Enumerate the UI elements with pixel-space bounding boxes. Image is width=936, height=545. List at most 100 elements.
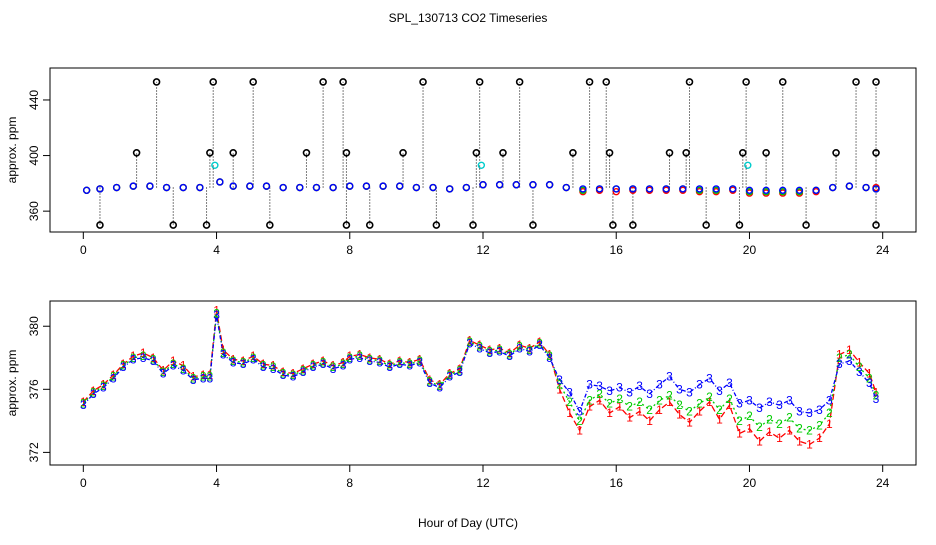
bottom-point-series-3: 3 (536, 338, 543, 352)
bottom-point-series-2: 2 (586, 393, 593, 407)
bottom-point-series-2: 2 (826, 406, 833, 420)
top-x-tick-label: 24 (876, 243, 890, 257)
bottom-point-series-1: 1 (596, 393, 603, 407)
bottom-point-series-1: 1 (366, 351, 373, 365)
bottom-point-series-3: 3 (676, 382, 683, 396)
top-point-series-3 (779, 186, 787, 195)
bottom-point-series-1: 1 (736, 426, 743, 440)
bottom-point-series-3: 3 (80, 398, 87, 412)
bottom-point-series-1: 1 (546, 348, 553, 362)
bottom-point-series-1: 1 (666, 395, 673, 409)
top-point-series-3 (429, 183, 437, 192)
flag-point (762, 148, 770, 157)
top-point-series-cyan (744, 161, 752, 169)
flag-point (735, 221, 744, 229)
bottom-point-series-3: 3 (666, 370, 673, 384)
bottom-point-series-1: 1 (213, 303, 220, 317)
bottom-point-series-1: 1 (766, 425, 773, 439)
top-y-axis: 360 400 440 (27, 90, 51, 221)
bottom-point-series-1: 1 (346, 349, 353, 363)
bottom-point-series-2: 2 (476, 340, 483, 354)
flag-point (605, 148, 614, 157)
top-point-series-3 (729, 185, 737, 193)
top-panel-frame (49, 67, 917, 233)
top-panel: 0 4 8 12 16 20 24 360 400 440 approx. ppm (5, 67, 917, 257)
top-point-series-3 (529, 181, 537, 189)
flag-point (209, 78, 218, 86)
bottom-point-series-2: 2 (466, 335, 473, 349)
bottom-line-series-1 (82, 310, 877, 446)
bottom-point-series-1: 1 (160, 363, 167, 377)
bottom-point-series-3: 3 (586, 378, 593, 392)
top-point-series-3 (679, 185, 687, 193)
bottom-point-series-2: 2 (456, 363, 463, 377)
bottom-point-series-1: 1 (356, 348, 363, 362)
top-point-series-3 (279, 183, 287, 192)
bottom-point-series-1: 1 (476, 338, 483, 352)
bottom-point-series-3: 3 (406, 359, 413, 373)
top-point-series-3 (229, 182, 237, 190)
bottom-point-series-2: 2 (736, 414, 743, 428)
bottom-point-series-2: 2 (546, 349, 553, 363)
bottom-point-series-2: 2 (346, 351, 353, 365)
top-point-series-3 (179, 183, 187, 192)
bottom-point-series-2: 2 (260, 359, 267, 373)
bottom-point-series-1: 1 (406, 356, 413, 370)
bottom-point-series-3: 3 (706, 371, 713, 385)
bottom-point-series-1: 1 (240, 354, 247, 368)
top-flag-lines (99, 81, 877, 226)
bottom-point-series-3: 3 (396, 357, 403, 371)
flag-point (685, 78, 694, 86)
bottom-point-series-3: 3 (456, 365, 463, 379)
bottom-point-series-3: 3 (180, 363, 187, 377)
bottom-point-series-3: 3 (496, 344, 503, 358)
bottom-point-series-3: 3 (806, 406, 813, 420)
bottom-point-series-2: 2 (200, 370, 207, 384)
bottom-x-tick-label: 24 (876, 476, 890, 490)
bottom-point-series-2: 2 (270, 360, 277, 374)
bottom-point-series-1: 1 (746, 422, 753, 436)
bottom-point-series-1: 1 (330, 359, 337, 373)
bottom-point-series-1: 1 (110, 368, 117, 382)
top-point-series-3 (445, 185, 454, 193)
bottom-point-series-1: 1 (180, 359, 187, 373)
top-point-series-3 (829, 183, 837, 192)
bottom-point-series-3: 3 (310, 360, 317, 374)
bottom-point-series-2: 2 (576, 414, 583, 428)
top-point-series-3 (495, 181, 504, 189)
bottom-point-series-1: 1 (416, 352, 423, 366)
bottom-point-series-3: 3 (516, 341, 523, 355)
bottom-point-series-2: 2 (766, 412, 773, 426)
flag-point (872, 78, 880, 86)
top-point-series-3 (462, 183, 471, 192)
bottom-point-series-2: 2 (446, 368, 453, 382)
bottom-point-series-2: 2 (786, 411, 793, 425)
bottom-point-series-2: 2 (686, 404, 693, 418)
top-point-series-3 (545, 181, 554, 189)
top-point-series-3 (396, 182, 404, 190)
top-point-series-3 (129, 182, 137, 190)
bottom-point-series-2: 2 (300, 363, 307, 377)
bottom-point-series-1: 1 (576, 423, 583, 437)
top-point-series-3 (862, 183, 870, 192)
top-point-series-3 (612, 185, 620, 193)
bottom-point-series-2: 2 (436, 379, 443, 393)
bottom-point-series-3: 3 (816, 403, 823, 417)
bottom-point-series-3: 3 (330, 362, 337, 376)
bottom-point-series-2: 2 (90, 385, 97, 399)
bottom-point-series-3: 3 (340, 359, 347, 373)
bottom-point-series-1: 1 (140, 346, 147, 360)
bottom-point-series-1: 1 (566, 406, 573, 420)
flag-point (339, 78, 347, 86)
bottom-point-series-1: 1 (786, 423, 793, 437)
flag-point (229, 148, 237, 157)
bottom-point-series-3: 3 (873, 392, 880, 406)
bottom-x-tick-label: 8 (346, 476, 353, 490)
top-point-series-3 (262, 182, 271, 190)
bottom-point-series-3: 3 (576, 404, 583, 418)
bottom-point-series-2: 2 (190, 371, 197, 385)
flag-point (206, 148, 214, 157)
bottom-point-series-3: 3 (746, 393, 753, 407)
bottom-point-series-2: 2 (220, 346, 227, 360)
bottom-point-series-3: 3 (220, 348, 227, 362)
